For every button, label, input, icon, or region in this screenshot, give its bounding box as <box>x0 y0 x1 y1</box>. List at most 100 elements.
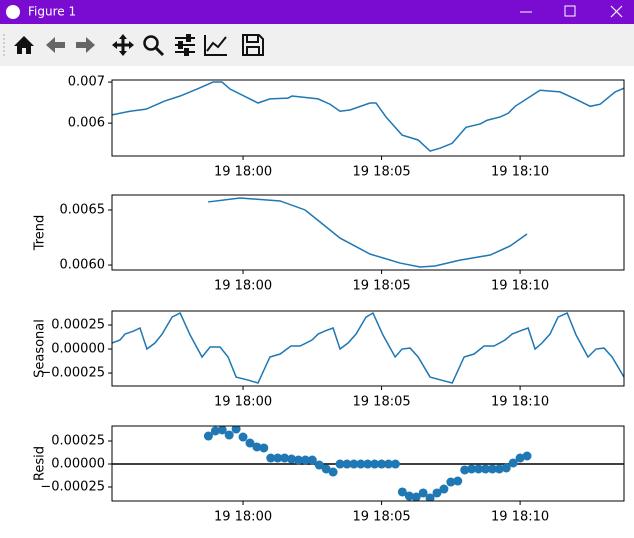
x-tick-label: 19 18:00 <box>214 165 272 180</box>
data-point <box>377 459 387 469</box>
y-axis-label: Seasonal <box>33 319 48 378</box>
data-point <box>259 443 269 453</box>
data-point <box>425 493 435 501</box>
plot-area <box>112 426 624 501</box>
toolbar <box>0 24 634 66</box>
data-point <box>370 459 380 469</box>
data-point <box>273 453 283 463</box>
configure-button[interactable] <box>175 34 195 56</box>
data-line <box>112 81 624 152</box>
x-tick-label: 19 18:00 <box>214 510 272 525</box>
data-point <box>397 487 407 497</box>
x-tick-label: 19 18:10 <box>491 510 549 525</box>
data-point <box>390 459 400 469</box>
back-button[interactable] <box>46 37 65 53</box>
data-point <box>384 459 394 469</box>
x-tick-label: 19 18:05 <box>353 165 411 180</box>
y-axis-label: Resid <box>33 446 48 481</box>
data-point <box>321 464 331 474</box>
plot-area <box>112 311 624 384</box>
x-tick-label: 19 18:10 <box>491 165 549 180</box>
data-point <box>328 467 338 477</box>
save-button[interactable] <box>242 34 264 56</box>
data-point <box>335 459 345 469</box>
data-point <box>439 484 449 494</box>
y-tick-label: −0.00025 <box>40 480 105 495</box>
subplot: −0.00025 0.00000 0.00025 19 18:00 19 18:05 19… <box>33 310 625 410</box>
data-point <box>217 426 227 435</box>
y-tick-label: 0.0060 <box>60 258 106 273</box>
y-tick-label: 0.00025 <box>51 434 105 449</box>
data-point <box>446 477 456 487</box>
data-point <box>224 430 234 440</box>
data-point <box>203 431 213 441</box>
data-point <box>522 451 532 461</box>
data-point <box>432 488 442 498</box>
y-tick-label: 0.007 <box>68 75 105 90</box>
x-tick-label: 19 18:05 <box>353 395 411 410</box>
data-point <box>252 442 262 452</box>
data-point <box>363 459 373 469</box>
forward-button[interactable] <box>76 37 95 53</box>
data-point <box>501 463 511 473</box>
data-point <box>231 426 241 434</box>
x-tick-label: 19 18:05 <box>353 279 411 294</box>
x-tick-label: 19 18:10 <box>491 395 549 410</box>
data-line <box>112 311 624 384</box>
data-point <box>245 438 255 448</box>
plot-area <box>208 197 528 268</box>
axes-frame <box>111 194 625 271</box>
data-point <box>494 464 504 474</box>
home-button[interactable] <box>14 36 34 54</box>
data-point <box>342 459 352 469</box>
data-line <box>208 197 528 268</box>
y-tick-label: 0.00000 <box>51 342 105 357</box>
axes-frame <box>111 310 625 387</box>
axes-frame <box>111 425 625 502</box>
x-tick-label: 19 18:10 <box>491 279 549 294</box>
y-tick-label: 0.006 <box>68 116 105 131</box>
x-tick-label: 19 18:00 <box>214 279 272 294</box>
data-point <box>300 455 310 465</box>
edit-axes-button[interactable] <box>204 35 227 56</box>
app-icon <box>6 5 20 19</box>
zoom-button[interactable] <box>143 35 159 51</box>
data-point <box>238 432 248 442</box>
y-tick-label: −0.00025 <box>40 366 105 381</box>
plot-area <box>112 81 624 152</box>
data-point <box>314 460 324 470</box>
data-point <box>460 465 470 475</box>
x-tick-label: 19 18:00 <box>214 395 272 410</box>
data-point <box>467 464 477 474</box>
data-point <box>307 455 317 465</box>
data-point <box>515 453 525 463</box>
data-point <box>404 491 414 501</box>
x-tick-label: 19 18:05 <box>353 510 411 525</box>
data-point <box>508 458 518 468</box>
y-tick-label: 0.00025 <box>51 318 105 333</box>
data-point <box>293 455 303 465</box>
data-point <box>474 464 484 474</box>
data-point <box>287 454 297 464</box>
data-point <box>480 464 490 474</box>
y-tick-label: 0.0065 <box>60 202 106 217</box>
data-point <box>349 459 359 469</box>
data-point <box>280 453 290 463</box>
data-point <box>453 476 463 486</box>
pan-button[interactable] <box>112 34 134 56</box>
y-tick-label: 0.00000 <box>51 457 105 472</box>
maximize-button[interactable] <box>564 5 576 17</box>
data-point <box>356 459 366 469</box>
subplot: 0.006 0.007 19 18:00 19 18:05 19 18:10 <box>68 75 625 180</box>
y-axis-label: Trend <box>33 215 48 252</box>
data-point <box>210 426 220 436</box>
data-point <box>411 492 421 501</box>
data-point <box>487 464 497 474</box>
subplot: 0.0060 0.0065 19 18:00 19 18:05 19 18:10 Tren… <box>33 194 625 294</box>
axes-frame <box>111 79 625 157</box>
data-point <box>266 453 276 463</box>
close-button[interactable] <box>610 5 623 18</box>
